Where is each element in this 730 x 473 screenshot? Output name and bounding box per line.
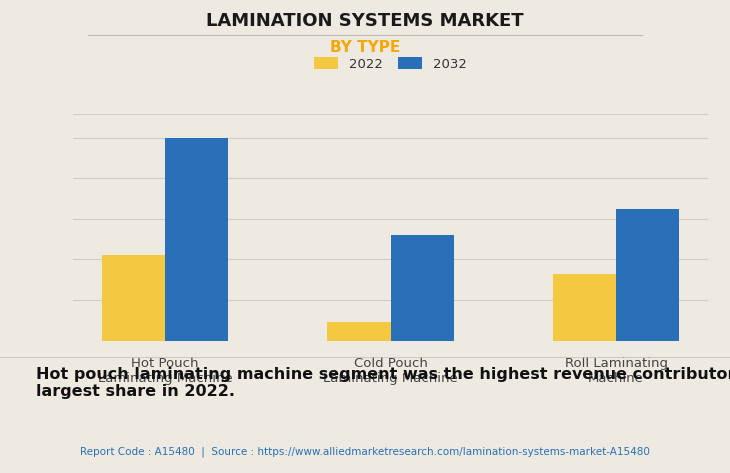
Text: BY TYPE: BY TYPE: [330, 40, 400, 55]
Bar: [616, 209, 679, 341]
Bar: [391, 235, 454, 341]
Text: Report Code : A15480  |  Source : https://www.alliedmarketresearch.com/laminatio: Report Code : A15480 | Source : https://…: [80, 447, 650, 457]
Legend: 2022, 2032: 2022, 2032: [310, 52, 472, 76]
Bar: [165, 138, 228, 341]
Text: LAMINATION SYSTEMS MARKET: LAMINATION SYSTEMS MARKET: [206, 12, 524, 30]
Bar: [327, 322, 391, 341]
Bar: [102, 255, 165, 341]
Bar: [553, 274, 616, 341]
Text: Hot pouch laminating machine segment was the highest revenue contributor, accoun: Hot pouch laminating machine segment was…: [36, 367, 730, 399]
